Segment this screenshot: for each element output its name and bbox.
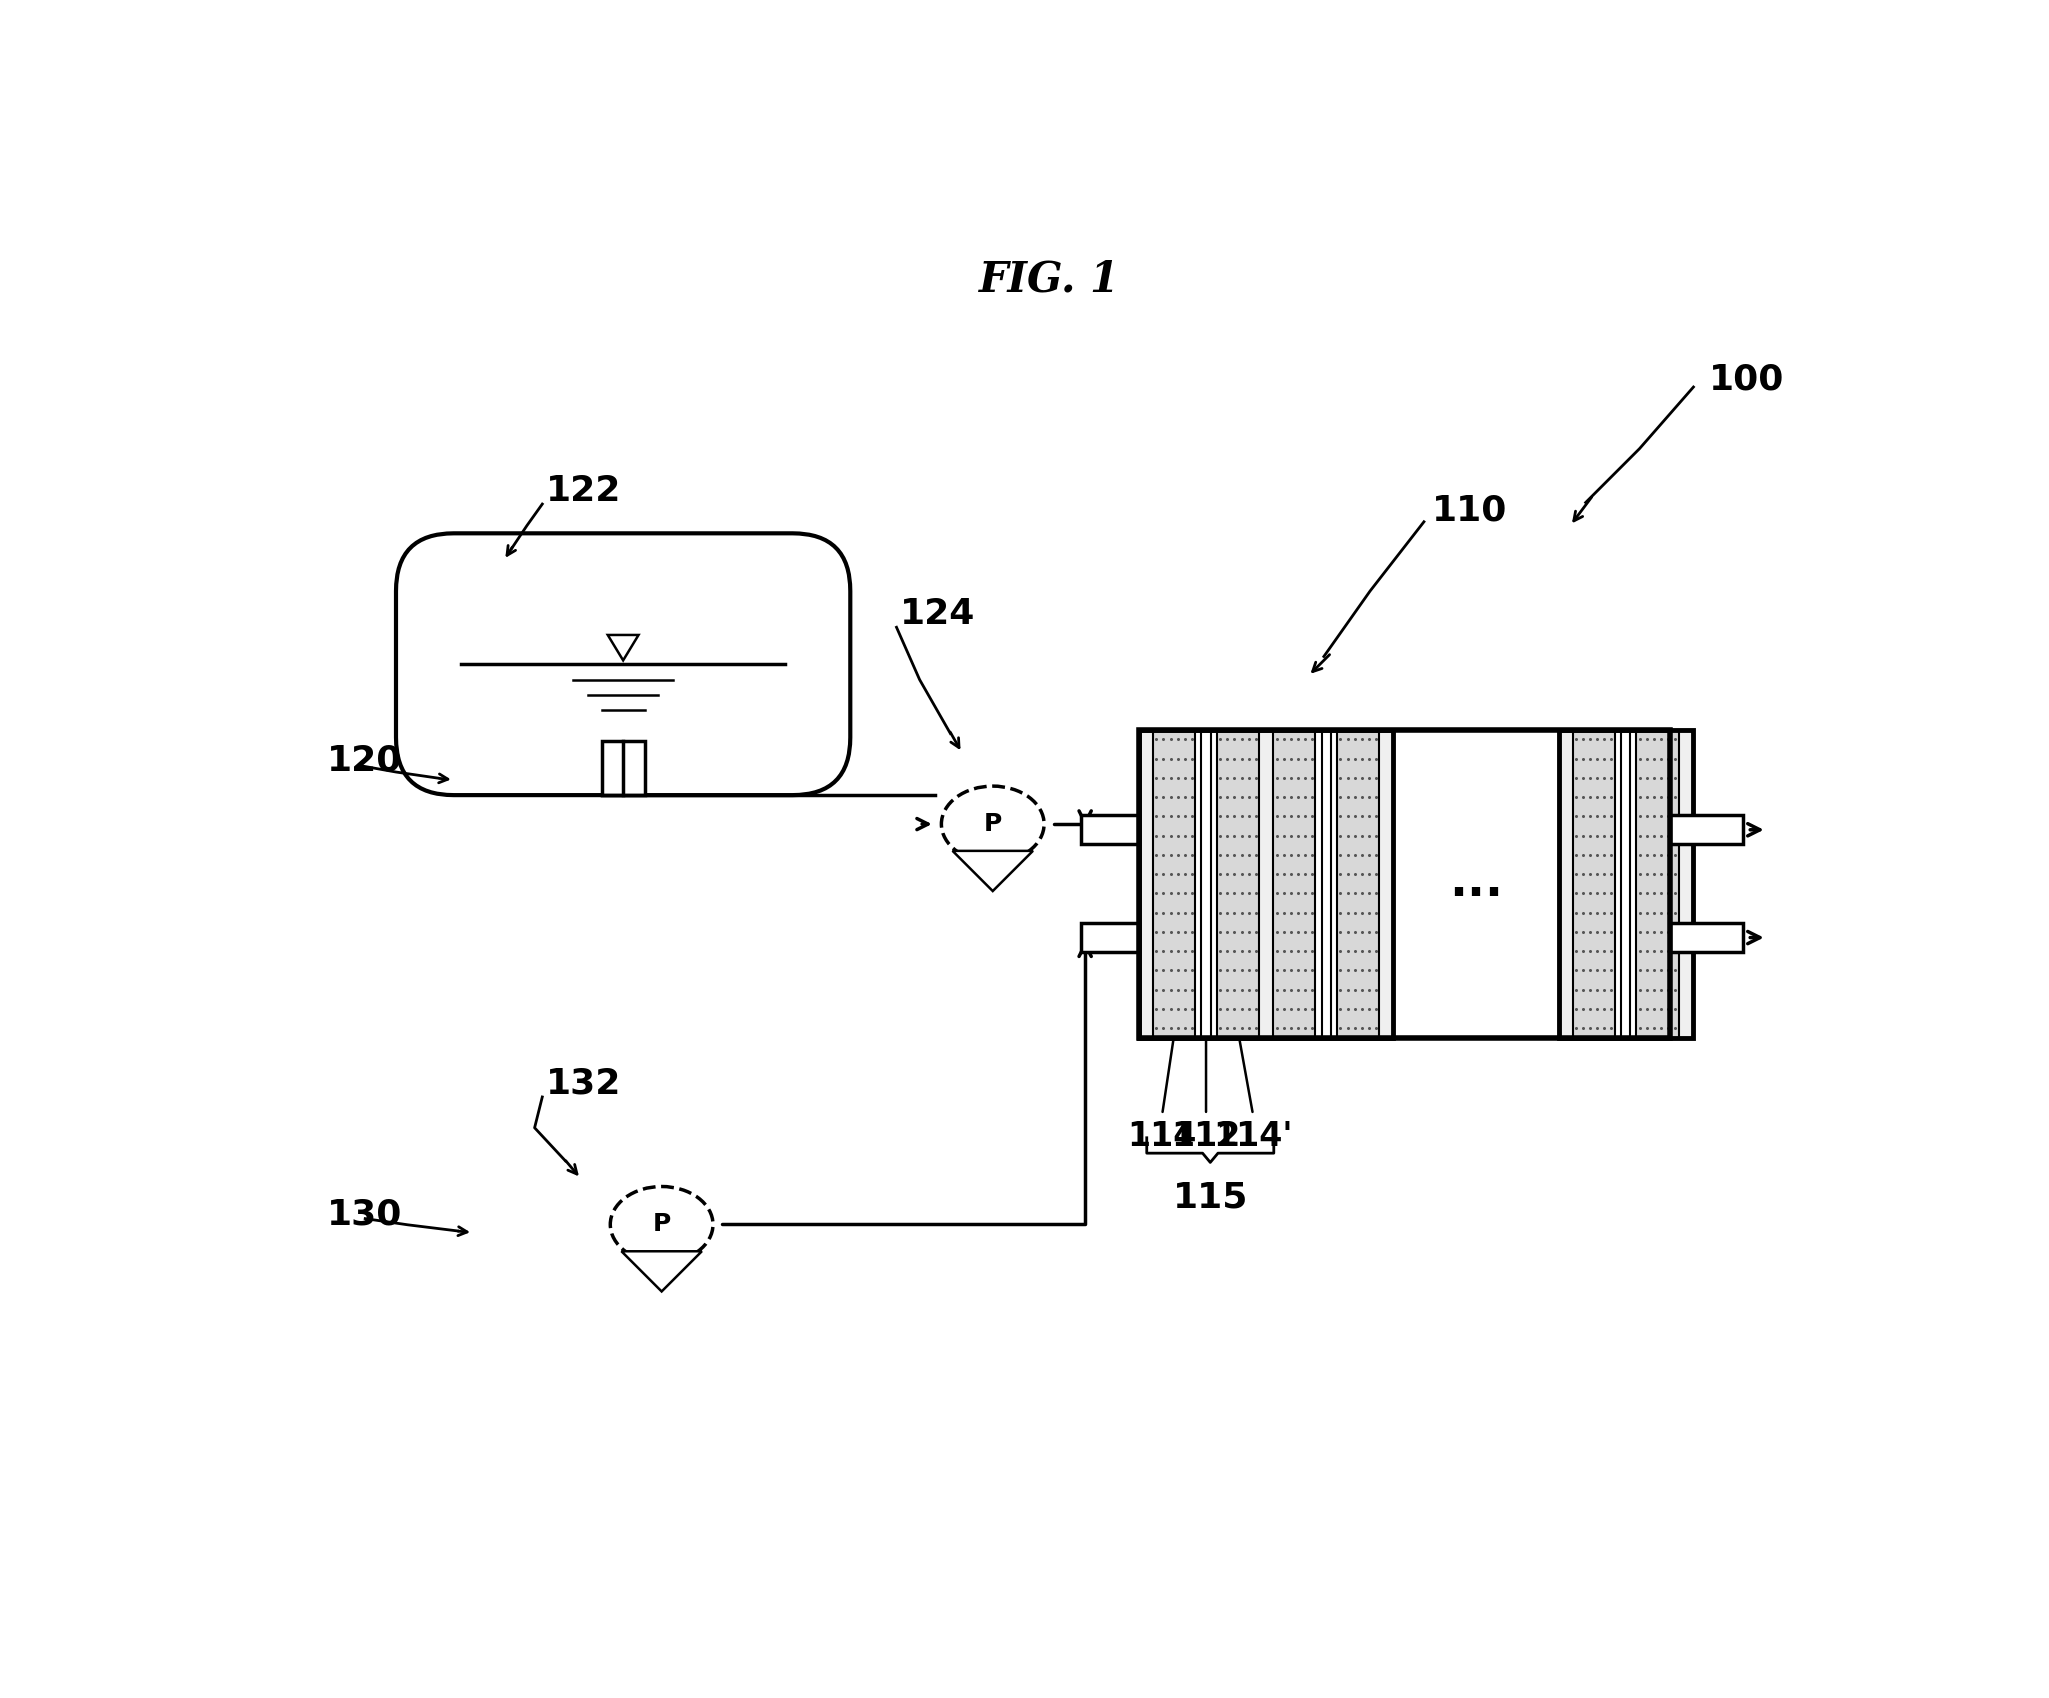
Text: 120: 120 xyxy=(326,744,402,778)
Text: 110: 110 xyxy=(1432,492,1506,526)
Text: 114': 114' xyxy=(1213,1121,1293,1153)
Bar xyxy=(1082,815,1139,844)
Polygon shape xyxy=(609,635,639,661)
Bar xyxy=(1139,730,1154,1037)
Bar xyxy=(1379,730,1393,1037)
Text: ...: ... xyxy=(1449,861,1502,907)
Text: FIG. 1: FIG. 1 xyxy=(979,258,1121,301)
Bar xyxy=(1154,730,1195,1037)
Bar xyxy=(1559,730,1572,1037)
Bar xyxy=(1139,730,1670,1037)
Text: 115: 115 xyxy=(1172,1180,1248,1214)
Text: 124: 124 xyxy=(900,598,975,632)
Bar xyxy=(1139,730,1670,1037)
Bar xyxy=(1572,730,1615,1037)
Bar xyxy=(1139,730,1393,1037)
Bar xyxy=(1559,730,1692,1037)
Bar xyxy=(1082,924,1139,953)
Bar xyxy=(1670,815,1744,844)
Bar xyxy=(1260,730,1272,1037)
Bar xyxy=(1678,730,1692,1037)
Text: 130: 130 xyxy=(326,1197,402,1231)
Bar xyxy=(1637,730,1678,1037)
Ellipse shape xyxy=(940,786,1045,863)
Polygon shape xyxy=(953,851,1033,891)
FancyBboxPatch shape xyxy=(395,533,850,795)
Polygon shape xyxy=(621,1251,703,1292)
Text: 112: 112 xyxy=(1172,1121,1242,1153)
Text: 132: 132 xyxy=(547,1066,621,1100)
Bar xyxy=(1336,730,1379,1037)
Bar xyxy=(1393,730,1559,1037)
Text: 114: 114 xyxy=(1127,1121,1197,1153)
Text: P: P xyxy=(652,1212,670,1236)
Text: 100: 100 xyxy=(1709,362,1785,396)
Bar xyxy=(1670,924,1744,953)
Ellipse shape xyxy=(611,1187,713,1262)
Bar xyxy=(1272,730,1315,1037)
Text: P: P xyxy=(984,812,1002,835)
Bar xyxy=(602,742,645,795)
Text: 122: 122 xyxy=(547,474,621,508)
Bar xyxy=(1217,730,1260,1037)
